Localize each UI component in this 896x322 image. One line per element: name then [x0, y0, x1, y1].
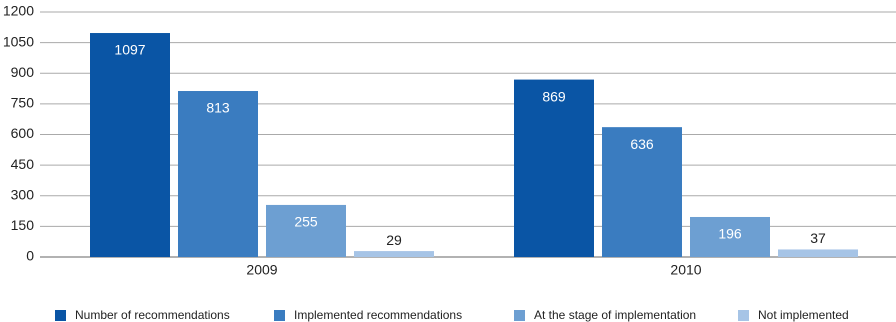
legend-label: Not implemented [758, 308, 849, 322]
bar [690, 216, 770, 257]
data-label: 37 [810, 230, 826, 246]
legend-label: Implemented recommendations [294, 308, 462, 322]
legend-label: Number of recommendations [75, 308, 230, 322]
y-tick-label: 1050 [3, 33, 34, 49]
data-label: 813 [206, 100, 230, 116]
y-tick-label: 600 [11, 125, 35, 141]
x-tick-label: 2009 [246, 262, 277, 278]
data-label: 1097 [114, 42, 145, 58]
data-label: 636 [630, 136, 654, 152]
bar [90, 33, 170, 257]
data-label: 255 [294, 214, 318, 230]
bar [266, 204, 346, 257]
y-tick-label: 0 [26, 248, 34, 264]
x-tick-label: 2010 [670, 262, 701, 278]
data-label: 196 [718, 226, 742, 242]
legend-swatch [274, 310, 285, 321]
data-label: 29 [386, 232, 402, 248]
y-tick-label: 300 [11, 186, 35, 202]
legend-swatch [738, 310, 749, 321]
y-tick-label: 150 [11, 217, 35, 233]
bar [514, 79, 594, 258]
legend-swatch [514, 310, 525, 321]
data-label: 869 [542, 88, 566, 104]
y-tick-label: 900 [11, 64, 35, 80]
bar [778, 249, 858, 257]
y-tick-label: 450 [11, 156, 35, 172]
legend-label: At the stage of implementation [534, 308, 696, 322]
y-tick-label: 1200 [3, 3, 34, 19]
legend-swatch [55, 310, 66, 321]
bar [602, 127, 682, 258]
bar [178, 91, 258, 257]
y-tick-label: 750 [11, 95, 35, 111]
bar [354, 251, 434, 257]
